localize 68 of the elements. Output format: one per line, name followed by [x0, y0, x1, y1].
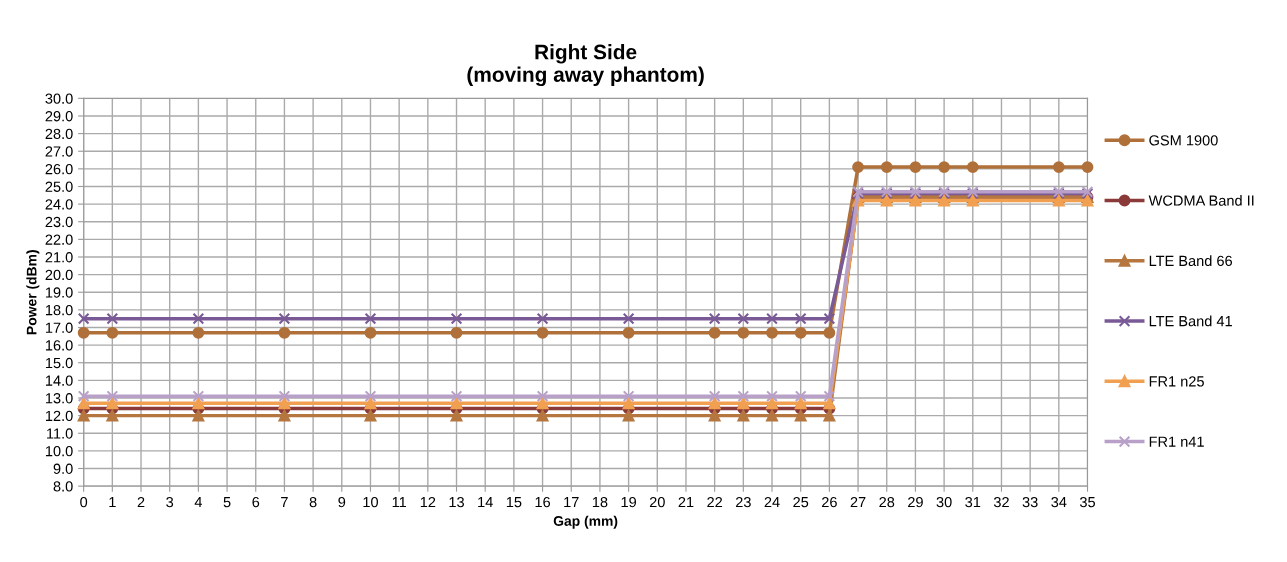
x-tick-label: 16: [535, 496, 551, 508]
y-tick-label: 8.0: [53, 481, 73, 492]
x-tick-label: 12: [420, 496, 436, 508]
chart-title: Right Side (moving away phantom): [467, 44, 704, 87]
x-tick-label: 0: [80, 496, 88, 508]
x-tick-label: 15: [506, 497, 522, 508]
x-tick-label: 32: [993, 496, 1009, 508]
y-axis-title: Power (dBm): [26, 250, 40, 335]
y-tick-label: 27.0: [45, 146, 73, 157]
x-tick-label: 8: [309, 496, 317, 508]
x-tick-label: 35: [1079, 496, 1096, 508]
y-tick-label: 16.0: [45, 340, 73, 351]
x-tick-label: 20: [649, 496, 665, 508]
x-tick-label: 19: [621, 496, 637, 508]
y-tick-label: 25.0: [45, 181, 73, 192]
y-tick-label: 17.0: [45, 322, 73, 333]
y-tick-label: 15.0: [45, 357, 73, 369]
x-tick-label: 4: [194, 497, 203, 508]
y-tick-label: 12.0: [45, 410, 73, 422]
y-tick-label: 14.0: [45, 375, 73, 386]
x-tick-label: 13: [449, 496, 464, 508]
legend-label: LTE Band 66: [1149, 255, 1233, 267]
x-tick-label: 26: [822, 496, 837, 508]
x-tick-label: 1: [109, 497, 116, 508]
x-tick-label: 31: [965, 496, 981, 508]
x-tick-label: 25: [793, 496, 809, 508]
legend-label: FR1 n25: [1149, 376, 1204, 387]
x-tick-label: 22: [707, 496, 723, 508]
x-tick-label: 30: [936, 496, 952, 508]
x-tick-label: 28: [879, 496, 895, 508]
legend-label: WCDMA Band II: [1148, 195, 1254, 206]
x-axis-title: Gap (mm): [553, 515, 618, 529]
x-tick-label: 29: [908, 496, 923, 508]
x-tick-label: 5: [223, 497, 231, 508]
y-tick-label: 9.0: [53, 463, 73, 474]
x-tick-label: 10: [363, 496, 379, 508]
x-tick-label: 21: [678, 496, 694, 508]
y-tick-label: 21.0: [45, 252, 73, 263]
y-tick-label: 23.0: [45, 216, 73, 228]
y-tick-label: 11.0: [47, 428, 73, 439]
x-tick-label: 33: [1022, 496, 1038, 508]
x-tick-label: 11: [392, 497, 407, 508]
y-tick-label: 30.0: [45, 93, 73, 104]
y-tick-label: 22.0: [45, 234, 73, 245]
y-tick-label: 28.0: [45, 128, 73, 140]
legend-label: FR1 n41: [1149, 436, 1204, 447]
x-tick-label: 14: [478, 497, 493, 508]
x-tick-label: 9: [338, 496, 346, 508]
x-tick-label: 23: [735, 496, 751, 508]
x-tick-label: 17: [564, 497, 579, 508]
y-tick-label: 19.0: [45, 287, 73, 298]
x-tick-label: 6: [252, 496, 260, 508]
y-tick-label: 20.0: [45, 269, 73, 281]
x-tick-label: 18: [592, 496, 608, 508]
y-tick-label: 26.0: [45, 163, 73, 175]
legend-label: GSM 1900: [1149, 135, 1218, 146]
x-tick-label: 34: [1051, 496, 1067, 508]
y-tick-label: 24.0: [45, 199, 73, 210]
x-tick-label: 3: [166, 496, 174, 508]
y-tick-label: 10.0: [45, 445, 73, 457]
x-tick-label: 27: [850, 496, 866, 508]
legend-label: LTE Band 41: [1149, 315, 1232, 327]
x-tick-label: 7: [281, 497, 288, 508]
y-tick-label: 29.0: [45, 111, 73, 122]
y-tick-label: 18.0: [45, 304, 73, 316]
x-tick-label: 2: [137, 496, 145, 508]
x-tick-label: 24: [764, 496, 780, 508]
y-tick-label: 13.0: [45, 393, 73, 404]
